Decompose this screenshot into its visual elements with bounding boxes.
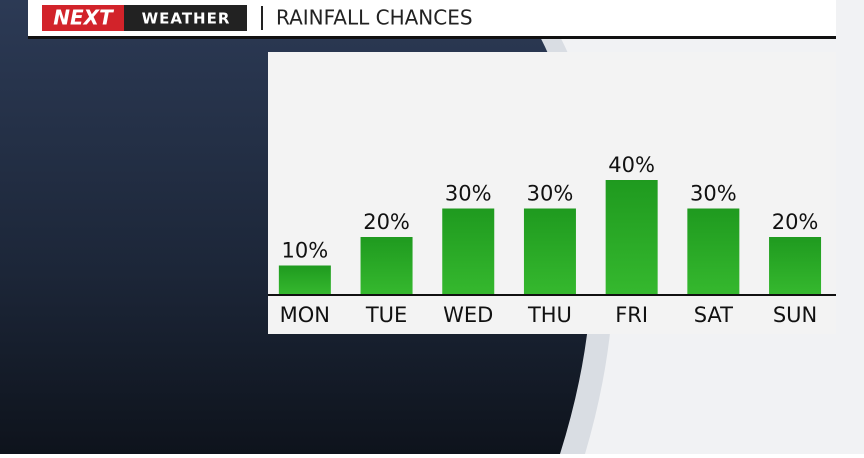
value-label: 20% <box>363 210 410 234</box>
bar <box>360 237 413 294</box>
bar <box>769 237 822 294</box>
brand-box <box>42 5 124 31</box>
x-tick-label: SUN <box>773 303 817 327</box>
bar <box>278 265 331 294</box>
bar <box>442 208 495 294</box>
bar <box>523 208 576 294</box>
chart-title: RAINFALL CHANCES <box>276 6 473 30</box>
bar <box>687 208 740 294</box>
value-label: 20% <box>772 210 819 234</box>
value-label: 30% <box>690 182 737 206</box>
brand-sub-box <box>124 5 247 31</box>
brand-sub: WEATHER <box>142 10 231 28</box>
x-tick-label: SAT <box>694 303 733 327</box>
value-label: 10% <box>282 239 329 263</box>
bar <box>605 180 658 294</box>
baseline <box>268 294 836 296</box>
x-tick-label: MON <box>280 303 330 327</box>
x-tick-label: THU <box>527 303 572 327</box>
divider <box>261 6 263 30</box>
x-tick-label: WED <box>443 303 493 327</box>
x-tick-label: TUE <box>365 303 407 327</box>
value-label: 30% <box>527 182 574 206</box>
x-tick-label: FRI <box>615 303 648 327</box>
header-rule <box>28 36 836 39</box>
value-label: 40% <box>608 153 655 177</box>
value-label: 30% <box>445 182 492 206</box>
brand: NEXT <box>53 6 114 30</box>
